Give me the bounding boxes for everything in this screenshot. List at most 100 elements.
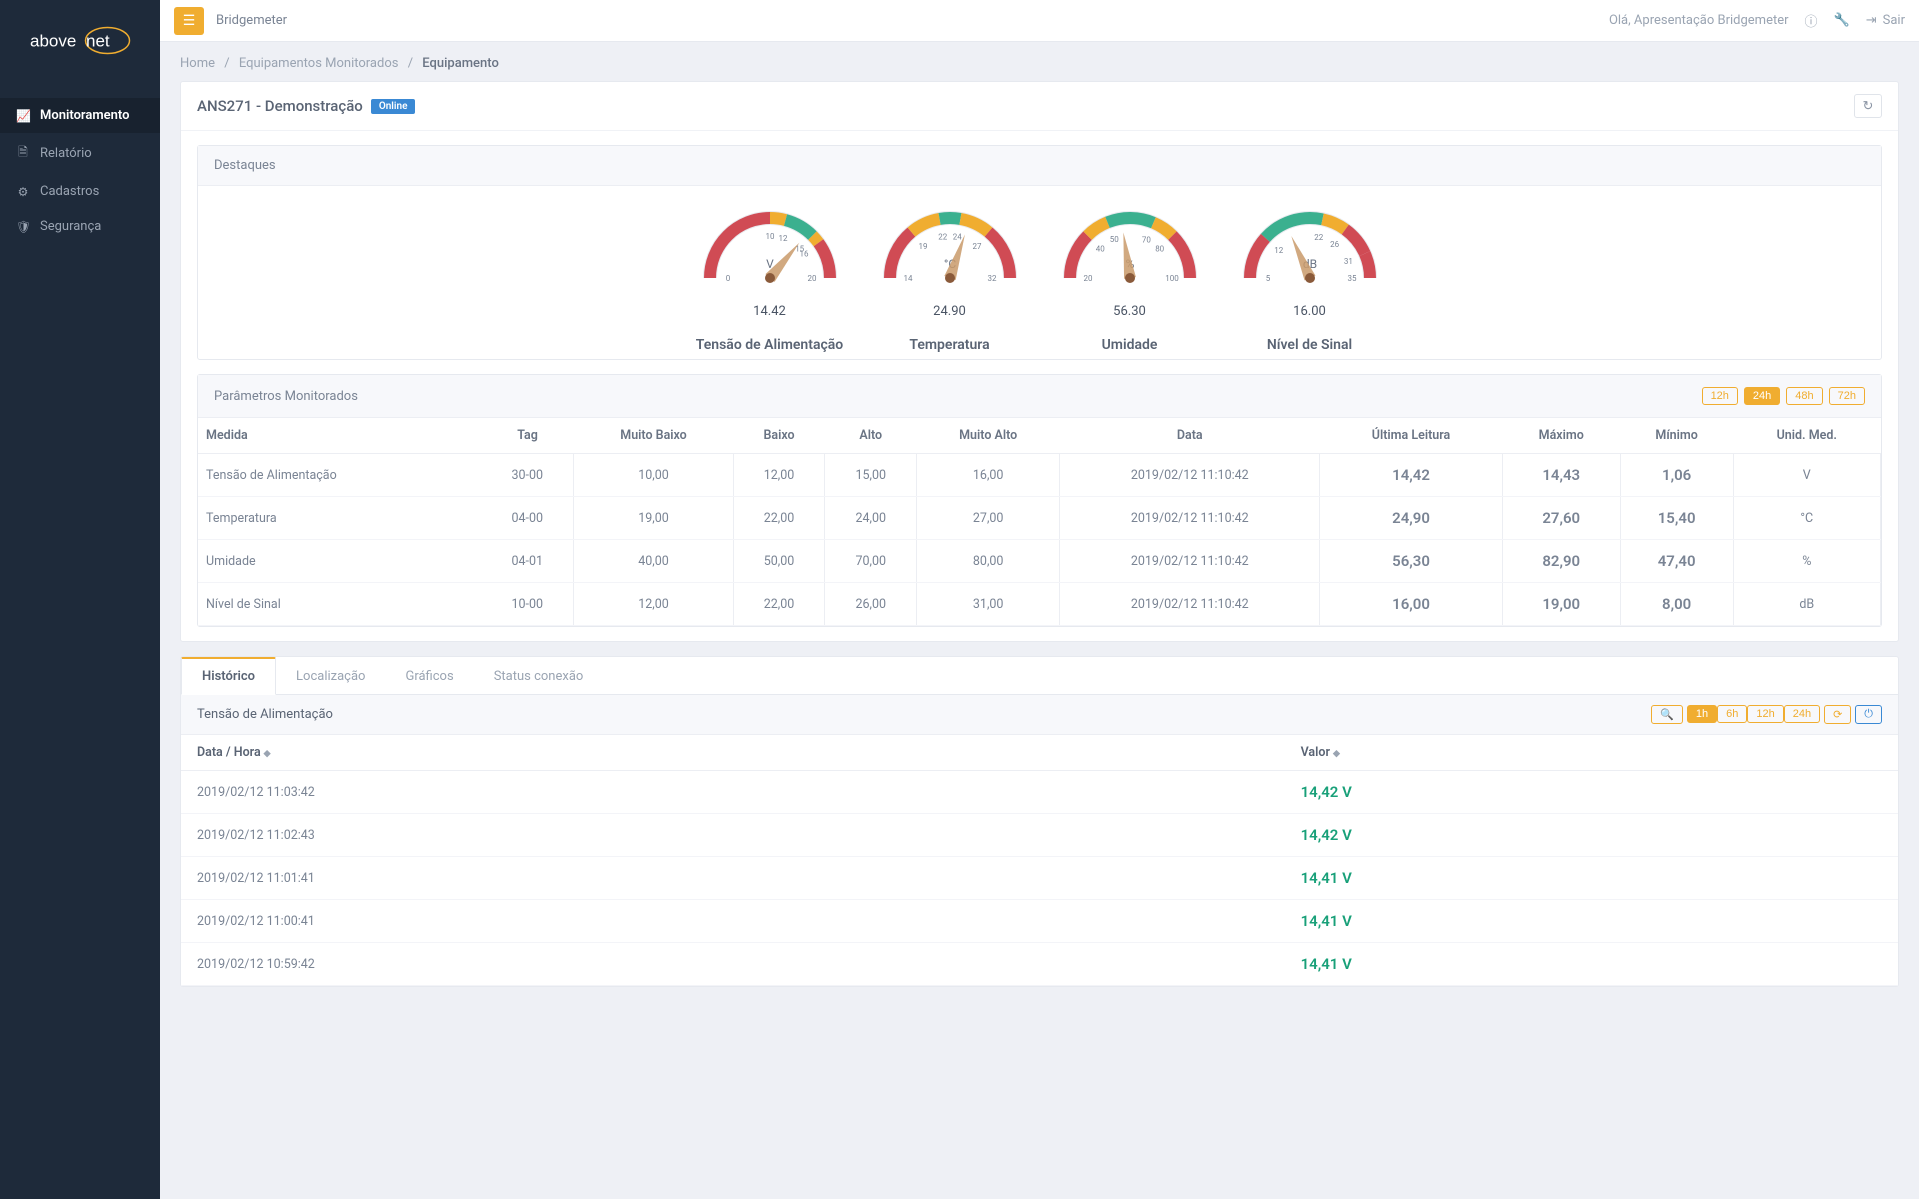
menu-toggle-button[interactable]: ☰ [174, 7, 204, 35]
cell-muito-baixo: 40,00 [574, 540, 733, 583]
breadcrumb: Home / Equipamentos Monitorados / Equipa… [180, 56, 1899, 71]
svg-text:40: 40 [1095, 244, 1104, 253]
cell-muito-alto: 27,00 [917, 497, 1060, 540]
history-power-button[interactable]: ⏻ [1855, 705, 1882, 724]
cell-min: 15,40 [1620, 497, 1733, 540]
gauge-value: 56.30 [1045, 304, 1215, 319]
sidebar-item-label: Relatório [40, 146, 92, 161]
tab-gráficos[interactable]: Gráficos [385, 657, 473, 694]
history-row: 2019/02/12 11:01:4114,41 V [181, 857, 1898, 900]
params-col-header: Alto [825, 418, 917, 454]
cell-value: 14,41 V [1285, 900, 1898, 943]
gauge-n-vel-de-sinal: 51222263135 dB 16.00 Nível de Sinal [1225, 196, 1395, 353]
cell-alto: 26,00 [825, 583, 917, 626]
cell-min: 1,06 [1620, 454, 1733, 497]
svg-text:above: above [30, 32, 76, 51]
tab-status-conexão[interactable]: Status conexão [474, 657, 604, 694]
equipment-title: ANS271 - Demonstração [197, 97, 363, 115]
refresh-button[interactable]: ↻ [1854, 94, 1882, 118]
tools-icon[interactable]: 🔧 [1834, 13, 1850, 28]
sidebar-item-segurança[interactable]: 🛡Segurança [0, 209, 160, 244]
params-col-header: Data [1060, 418, 1320, 454]
info-icon[interactable]: ⓘ [1805, 11, 1818, 30]
gear-icon: ⚙ [16, 185, 30, 199]
svg-text:net: net [86, 32, 110, 51]
tab-localização[interactable]: Localização [276, 657, 385, 694]
svg-text:32: 32 [987, 274, 996, 283]
cell-min: 47,40 [1620, 540, 1733, 583]
gauge-tens-o-de-alimenta-o: 01012151620 V 14.42 Tensão de Alimentaçã… [685, 196, 855, 353]
cell-datetime: 2019/02/12 11:03:42 [181, 771, 1285, 814]
cell-ultima: 56,30 [1320, 540, 1502, 583]
cell-muito-baixo: 12,00 [574, 583, 733, 626]
logout-button[interactable]: ⇥ Sair [1866, 13, 1905, 28]
cell-muito-baixo: 19,00 [574, 497, 733, 540]
sidebar-item-cadastros[interactable]: ⚙Cadastros [0, 174, 160, 209]
tab-histórico[interactable]: Histórico [181, 657, 276, 695]
history-range-24h[interactable]: 24h [1784, 705, 1820, 723]
params-range-48h[interactable]: 48h [1786, 387, 1822, 405]
params-range-12h[interactable]: 12h [1702, 387, 1738, 405]
params-range-group: 12h 24h 48h 72h [1702, 387, 1865, 405]
sidebar-item-label: Segurança [40, 219, 101, 234]
gauges-row: 01012151620 V 14.42 Tensão de Alimentaçã… [198, 186, 1881, 359]
breadcrumb-mid[interactable]: Equipamentos Monitorados [239, 56, 399, 71]
cell-baixo: 50,00 [733, 540, 825, 583]
cell-datetime: 2019/02/12 11:00:41 [181, 900, 1285, 943]
svg-text:70: 70 [1141, 235, 1150, 244]
history-col-datetime[interactable]: Data / Hora◆ [181, 735, 1285, 771]
cell-alto: 70,00 [825, 540, 917, 583]
cell-value: 14,42 V [1285, 814, 1898, 857]
params-col-header: Medida [198, 418, 481, 454]
svg-text:50: 50 [1109, 235, 1118, 244]
cell-ultima: 14,42 [1320, 454, 1502, 497]
cell-tag: 30-00 [481, 454, 574, 497]
params-range-72h[interactable]: 72h [1829, 387, 1865, 405]
status-badge: Online [371, 99, 416, 114]
cell-min: 8,00 [1620, 583, 1733, 626]
params-row: Tensão de Alimentação 30-00 10,00 12,00 … [198, 454, 1881, 497]
sidebar-item-monitoramento[interactable]: 📈Monitoramento [0, 98, 160, 133]
history-range-12h[interactable]: 12h [1747, 705, 1783, 723]
logo: above net [0, 0, 160, 90]
breadcrumb-home[interactable]: Home [180, 56, 215, 71]
svg-text:24: 24 [952, 233, 961, 242]
history-search-button[interactable]: 🔍 [1651, 705, 1683, 724]
svg-text:22: 22 [1314, 233, 1323, 242]
cell-max: 19,00 [1502, 583, 1620, 626]
svg-text:22: 22 [938, 233, 947, 242]
gauge-temperatura: 141922242732 °C 24.90 Temperatura [865, 196, 1035, 353]
history-range-1h[interactable]: 1h [1687, 705, 1717, 723]
cell-max: 27,60 [1502, 497, 1620, 540]
cell-value: 14,41 V [1285, 857, 1898, 900]
cell-data: 2019/02/12 11:10:42 [1060, 583, 1320, 626]
cell-max: 14,43 [1502, 454, 1620, 497]
svg-text:12: 12 [778, 234, 787, 243]
topbar: ☰ Bridgemeter Olá, Apresentação Bridgeme… [160, 0, 1919, 42]
history-col-value[interactable]: Valor◆ [1285, 735, 1898, 771]
svg-text:35: 35 [1347, 274, 1356, 283]
history-title: Tensão de Alimentação [197, 707, 333, 722]
cell-medida: Temperatura [198, 497, 481, 540]
params-range-24h[interactable]: 24h [1744, 387, 1780, 405]
cell-value: 14,42 V [1285, 771, 1898, 814]
params-col-header: Mínimo [1620, 418, 1733, 454]
sidebar: above net 📈Monitoramento🗎Relatório⚙Cadas… [0, 0, 160, 1199]
cell-unid: % [1733, 540, 1880, 583]
sidebar-item-label: Monitoramento [40, 108, 130, 123]
highlights-title: Destaques [198, 146, 1881, 186]
breadcrumb-current: Equipamento [422, 56, 499, 71]
sidebar-item-relatório[interactable]: 🗎Relatório [0, 133, 160, 174]
history-row: 2019/02/12 11:00:4114,41 V [181, 900, 1898, 943]
cell-datetime: 2019/02/12 11:01:41 [181, 857, 1285, 900]
gauge-label: Temperatura [865, 337, 1035, 353]
history-refresh-button[interactable]: ⟳ [1824, 705, 1851, 724]
params-col-header: Muito Baixo [574, 418, 733, 454]
cell-data: 2019/02/12 11:10:42 [1060, 540, 1320, 583]
svg-text:19: 19 [918, 242, 927, 251]
svg-text:14: 14 [903, 274, 912, 283]
gauge-value: 24.90 [865, 304, 1035, 319]
logout-label: Sair [1883, 13, 1905, 28]
history-range-6h[interactable]: 6h [1717, 705, 1747, 723]
cell-unid: °C [1733, 497, 1880, 540]
